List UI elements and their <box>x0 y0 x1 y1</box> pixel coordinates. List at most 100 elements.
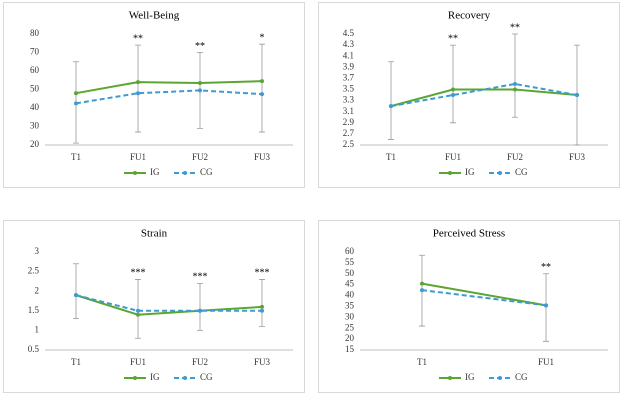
series-line <box>75 294 262 312</box>
point-marker <box>136 80 140 85</box>
y-tick-label: 70 <box>30 47 40 57</box>
y-tick-label: 3.9 <box>343 61 355 71</box>
chart-title: Perceived Stress <box>433 228 505 240</box>
point-marker <box>198 81 202 86</box>
y-tick-label: 50 <box>30 84 40 94</box>
y-tick-label: 35 <box>345 301 355 311</box>
point-marker <box>74 293 78 298</box>
panel-border <box>318 220 620 393</box>
legend-label: CG <box>200 372 213 382</box>
significance: ** <box>195 41 205 52</box>
legend-marker <box>133 171 137 175</box>
y-tick-label: 2 <box>35 285 40 295</box>
chart-title: Recovery <box>448 10 491 22</box>
point-marker <box>513 87 517 92</box>
error-bar <box>135 44 141 133</box>
legend-label: CG <box>515 167 528 177</box>
series-line <box>390 88 578 108</box>
point-marker <box>74 91 78 96</box>
y-tick-label: 3.5 <box>343 84 355 94</box>
significance: *** <box>255 268 270 279</box>
x-tick-label: FU2 <box>192 357 208 367</box>
series-line <box>75 294 263 316</box>
chart-title: Well-Being <box>129 10 180 22</box>
error-bar <box>197 282 203 331</box>
legend-marker <box>183 376 187 380</box>
y-tick-label: 2.7 <box>343 128 355 138</box>
legend-label: IG <box>150 167 160 177</box>
y-tick-label: 4.1 <box>343 50 354 60</box>
y-tick-label: 4.3 <box>343 39 355 49</box>
point-marker <box>451 87 455 92</box>
point-marker <box>420 281 424 286</box>
point-marker <box>544 303 548 308</box>
series-line <box>421 289 547 307</box>
error-bar <box>73 263 79 320</box>
y-tick-label: 0.5 <box>28 344 40 354</box>
chart-panel: Recovery 2.52.72.93.13.33.5 3.73.94.14.34.… <box>318 2 620 188</box>
legend-marker <box>448 171 452 175</box>
x-tick-label: FU1 <box>130 357 146 367</box>
error-bar <box>259 43 265 133</box>
y-tick-label: 55 <box>345 257 355 267</box>
series-line <box>75 80 263 95</box>
y-tick-label: 15 <box>345 344 355 354</box>
point-marker <box>260 308 264 313</box>
y-tick-label: 1.5 <box>28 305 40 315</box>
x-tick-label: T1 <box>71 152 81 162</box>
y-tick-label: 2.5 <box>28 266 40 276</box>
x-tick-label: FU1 <box>538 357 554 367</box>
y-tick-label: 30 <box>30 121 40 131</box>
y-tick-label: 25 <box>345 322 355 332</box>
y-tick-label: 20 <box>30 139 40 149</box>
point-marker <box>260 92 264 97</box>
x-tick-label: T1 <box>71 357 81 367</box>
point-marker <box>74 101 78 106</box>
x-tick-label: FU3 <box>254 152 271 162</box>
legend-label: IG <box>150 372 160 382</box>
significance: ** <box>541 262 551 273</box>
point-marker <box>260 79 264 84</box>
error-bar <box>259 279 265 327</box>
point-marker <box>513 81 517 86</box>
y-tick-label: 3.1 <box>343 106 354 116</box>
point-marker <box>389 104 393 109</box>
x-tick-label: FU1 <box>445 152 461 162</box>
y-tick-label: 60 <box>345 246 355 256</box>
y-tick-label: 1 <box>35 324 40 334</box>
series-line <box>75 89 263 105</box>
x-tick-label: T1 <box>417 357 427 367</box>
legend-marker <box>498 171 502 175</box>
y-tick-label: 20 <box>345 333 355 343</box>
significance: *** <box>131 268 146 279</box>
point-marker <box>451 93 455 98</box>
chart-panel: Strain 0.5 1 1.5 2 2.5 3 T1 FU1 FU2 FU3 *** *** *** IG… <box>3 220 305 393</box>
legend-label: IG <box>465 372 475 382</box>
y-tick-label: 45 <box>345 279 355 289</box>
y-tick-label: 30 <box>345 311 355 321</box>
legend-marker <box>183 171 187 175</box>
legend-marker <box>448 376 452 380</box>
y-tick-label: 2.9 <box>343 117 355 127</box>
y-tick-label: 3.7 <box>343 72 355 82</box>
y-tick-label: 3 <box>35 246 40 256</box>
significance: ** <box>133 33 143 44</box>
point-marker <box>198 308 202 313</box>
y-tick-label: 2.5 <box>343 139 355 149</box>
series-line <box>421 282 547 307</box>
x-tick-label: FU3 <box>569 152 586 162</box>
point-marker <box>136 312 140 317</box>
point-marker <box>136 91 140 96</box>
y-tick-label: 3.3 <box>343 95 355 105</box>
error-bar <box>388 61 394 140</box>
significance: * <box>260 32 265 43</box>
significance: *** <box>193 272 208 283</box>
legend-marker <box>133 376 137 380</box>
x-tick-label: FU1 <box>130 152 146 162</box>
legend-label: CG <box>515 372 528 382</box>
error-bar <box>450 44 456 124</box>
